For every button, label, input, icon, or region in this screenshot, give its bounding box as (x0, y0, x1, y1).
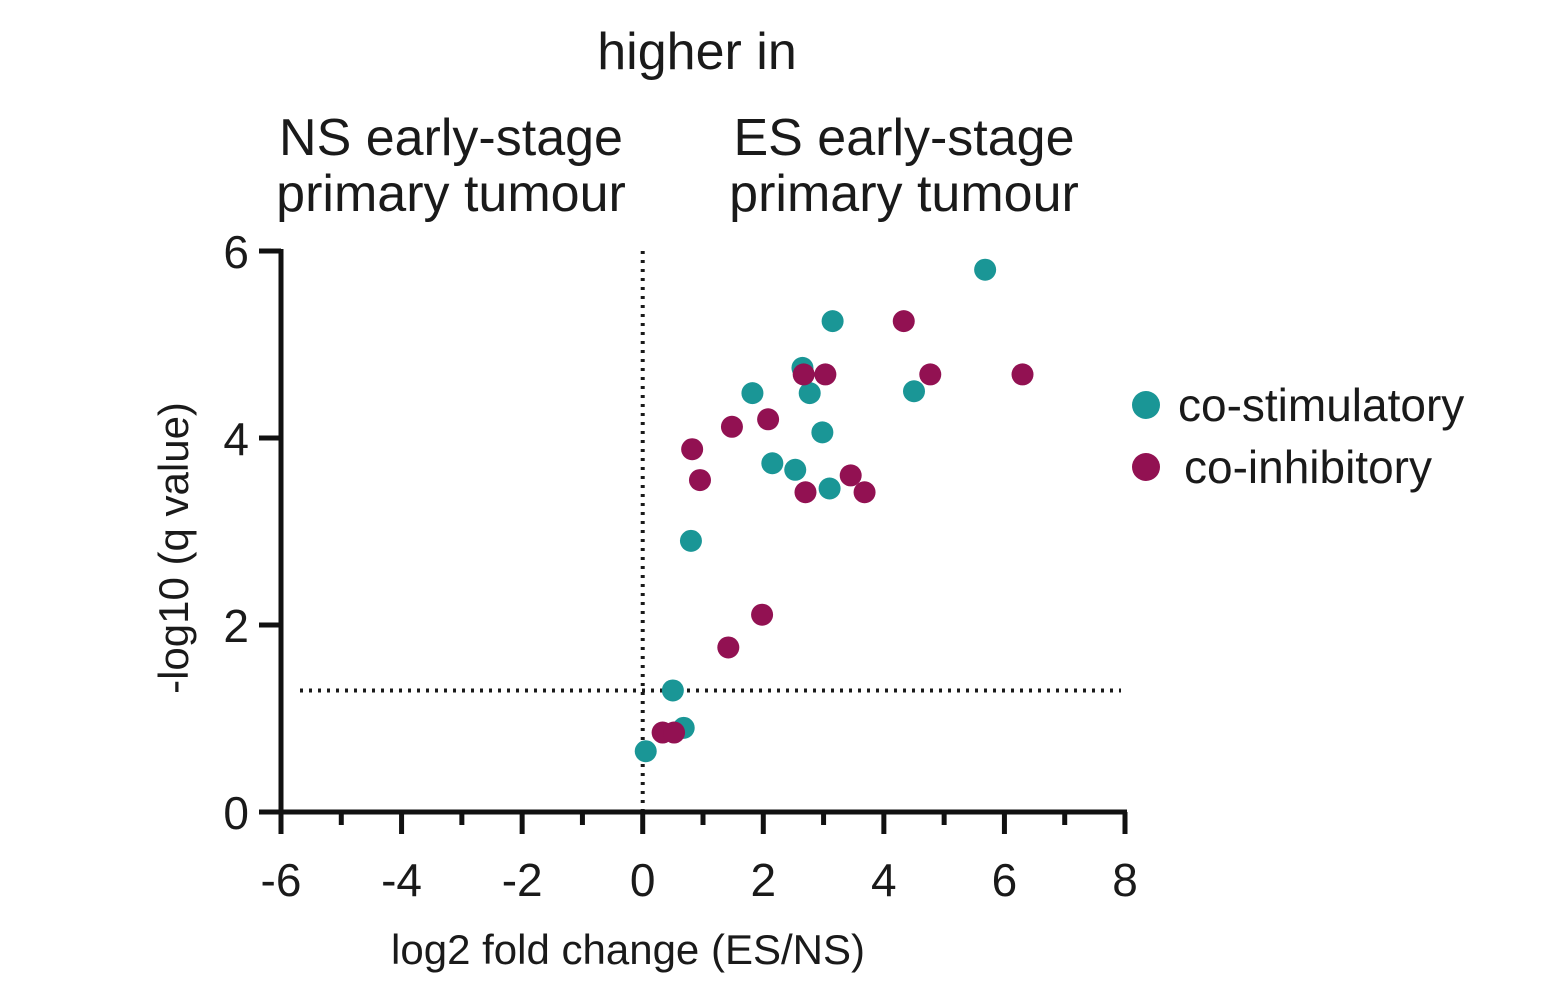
x-tick-label: 2 (750, 854, 776, 906)
x-tick-label: -2 (502, 854, 543, 906)
y-tick-label: 4 (223, 413, 249, 465)
co-inhibitory-point (892, 310, 915, 333)
x-tick-label: -6 (261, 854, 302, 906)
co-inhibitory-point (751, 603, 774, 626)
co-stimulatory-point (798, 382, 821, 405)
co-stimulatory-point (741, 382, 764, 405)
x-tick-label: 4 (871, 854, 897, 906)
legend-marker-co-stimulatory (1132, 391, 1160, 419)
co-stimulatory-point (974, 258, 997, 281)
co-stimulatory-point (784, 458, 807, 481)
x-tick-label: 8 (1112, 854, 1138, 906)
co-inhibitory-point (688, 469, 711, 492)
co-stimulatory-point (818, 477, 841, 500)
x-axis-title: log2 fold change (ES/NS) (391, 926, 865, 973)
co-inhibitory-point (1011, 363, 1034, 386)
y-tick-label: 6 (223, 226, 249, 278)
co-stimulatory-point (903, 380, 925, 403)
co-inhibitory-point (794, 481, 817, 504)
co-inhibitory-point (839, 464, 862, 487)
header-right-label: ES early-stage primary tumour (688, 110, 1120, 222)
legend-marker-co-inhibitory (1132, 453, 1160, 481)
co-inhibitory-point (792, 363, 815, 386)
co-stimulatory-point (661, 679, 684, 702)
x-axis-ticks: -6 -4 -2 0 2 4 6 8 (261, 812, 1138, 906)
co-stimulatory-point (634, 740, 657, 763)
y-axis-ticks: 0 2 4 6 (223, 226, 281, 839)
legend-label-co-stimulatory: co-stimulatory (1178, 379, 1464, 431)
header-right-line-1: ES early-stage (733, 109, 1075, 167)
header-right-line-2: primary tumour (729, 165, 1079, 223)
header-left-label: NS early-stage primary tumour (236, 110, 666, 222)
co-stimulatory-point (821, 310, 844, 333)
co-inhibitory-point (717, 636, 740, 659)
chart-header-title: higher in (597, 23, 797, 81)
co-inhibitory-point (681, 438, 704, 461)
header-left-line-1: NS early-stage (279, 109, 623, 167)
x-tick-label: -4 (381, 854, 422, 906)
legend-label-co-inhibitory: co-inhibitory (1184, 441, 1432, 493)
x-tick-label: 0 (630, 854, 656, 906)
x-tick-label: 6 (992, 854, 1018, 906)
co-inhibitory-point (720, 415, 743, 438)
co-stimulatory-point (811, 421, 834, 444)
legend: co-stimulatory co-inhibitory (1132, 379, 1464, 493)
y-tick-label: 2 (223, 600, 249, 652)
co-inhibitory-point (919, 363, 942, 386)
y-axis-title: -log10 (q value) (150, 402, 197, 694)
axes (278, 249, 1127, 815)
co-stimulatory-point (679, 529, 702, 552)
co-inhibitory-point (663, 721, 686, 744)
co-inhibitory-point (814, 363, 837, 386)
reference-lines (300, 251, 1121, 812)
data-points (634, 258, 1034, 763)
co-inhibitory-point (757, 408, 780, 431)
co-stimulatory-point (761, 452, 784, 475)
header-left-line-2: primary tumour (276, 165, 626, 223)
co-inhibitory-point (853, 481, 876, 504)
y-tick-label: 0 (223, 787, 249, 839)
